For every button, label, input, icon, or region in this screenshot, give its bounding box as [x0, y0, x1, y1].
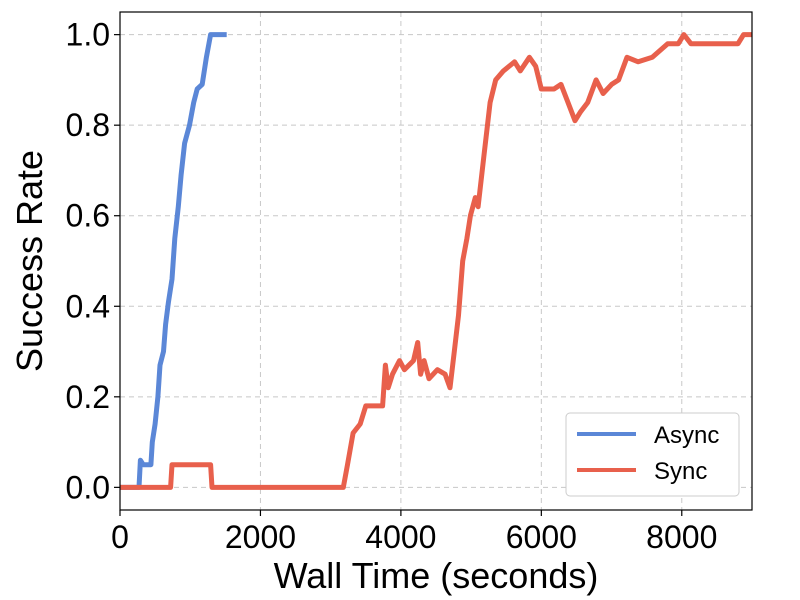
series-lines: [120, 32, 752, 490]
series-line-async: [120, 32, 227, 490]
y-tick-label: 1.0: [66, 17, 110, 53]
series-line-sync: [120, 32, 752, 490]
y-tick-label: 0.0: [66, 469, 110, 505]
x-tick-label: 0: [111, 519, 129, 555]
y-axis-title: Success Rate: [9, 150, 50, 372]
legend: Async Sync: [565, 412, 740, 497]
x-tick-label: 6000: [506, 519, 577, 555]
y-tick-label: 0.2: [66, 379, 110, 415]
legend-label-async: Async: [654, 422, 719, 449]
y-tick-label: 0.8: [66, 107, 110, 143]
x-axis-title: Wall Time (seconds): [274, 555, 599, 596]
legend-label-sync: Sync: [654, 458, 707, 485]
x-tick-label: 4000: [365, 519, 436, 555]
x-tick-label: 8000: [646, 519, 717, 555]
plot-frame: [119, 11, 753, 511]
x-tick-label: 2000: [225, 519, 296, 555]
y-tick-label: 0.6: [66, 198, 110, 234]
y-tick-label: 0.4: [66, 288, 110, 324]
axis-ticks: 0 2000 4000 6000 8000 0.0 0.2 0.4 0.6 0.8 1.0: [66, 17, 718, 555]
